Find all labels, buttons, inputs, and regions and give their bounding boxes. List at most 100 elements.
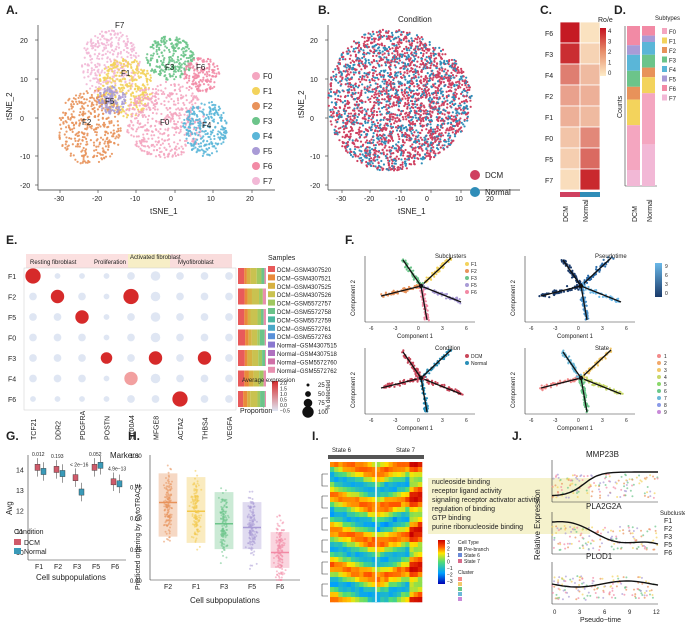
heatmap-cell xyxy=(405,542,410,548)
legend-title: Samples xyxy=(268,255,296,262)
trajectory-cell xyxy=(434,380,437,384)
cell-point xyxy=(281,571,284,574)
cell-point xyxy=(557,582,560,585)
cell-point xyxy=(170,485,173,488)
cell-point xyxy=(558,596,561,599)
cell-point xyxy=(195,523,198,526)
cell-point xyxy=(167,509,170,512)
cell-point xyxy=(609,537,612,540)
cell-point xyxy=(583,597,586,600)
cell-point xyxy=(651,594,654,597)
heatmap-cell xyxy=(380,527,385,533)
heatmap-cell xyxy=(388,597,394,603)
heatmap-cell xyxy=(396,517,402,523)
trajectory-cell xyxy=(416,277,420,280)
legend-swatch xyxy=(458,587,462,591)
heatmap-cell xyxy=(363,472,368,478)
x-axis-label: Cell subpopulations xyxy=(190,596,260,605)
heatmap-cell xyxy=(350,507,356,513)
cell-point xyxy=(555,525,558,528)
cell-point xyxy=(553,580,556,583)
trajectory-cell xyxy=(538,295,541,298)
heatmap-cell xyxy=(413,597,419,603)
cell-point xyxy=(553,538,556,541)
cell-point xyxy=(276,528,279,531)
heatmap-cell xyxy=(363,572,368,578)
scale-tick: 3 xyxy=(608,40,612,46)
cell-point xyxy=(165,514,168,517)
heatmap-cell xyxy=(384,497,389,503)
cell-point xyxy=(251,497,254,500)
proportion-segment xyxy=(253,370,260,387)
heatmap-cell xyxy=(342,507,348,513)
trajectory-cell xyxy=(549,386,553,389)
trajectory-branch xyxy=(562,259,582,287)
heatmap-cell xyxy=(380,532,385,538)
heatmap-cell xyxy=(392,542,398,548)
heatmap-cell xyxy=(330,532,335,538)
cell-point xyxy=(556,486,559,489)
x-tick: 0 xyxy=(553,610,557,616)
cell-point xyxy=(196,500,199,503)
heatmap-cell xyxy=(384,592,389,598)
cell-point xyxy=(222,554,225,557)
expression-dot xyxy=(150,271,161,281)
proportion-segment xyxy=(245,329,249,346)
proportion-segment xyxy=(243,391,248,407)
cell-point xyxy=(558,548,561,551)
trajectory-cell xyxy=(583,296,587,299)
cell-point xyxy=(616,547,619,550)
legend-label: DCM xyxy=(485,171,504,180)
cell-point xyxy=(646,491,649,494)
heatmap-cell xyxy=(367,517,373,523)
heatmap-cell xyxy=(384,587,389,593)
legend-label: 6 xyxy=(664,389,667,395)
legend-dot xyxy=(252,177,260,185)
trajectory-branch xyxy=(562,351,582,379)
cell-point xyxy=(634,593,637,596)
trajectory-branch xyxy=(580,257,612,287)
heatmap-cell xyxy=(413,512,419,518)
cell-point xyxy=(643,594,646,597)
cell-point xyxy=(196,530,199,533)
trajectory-cell xyxy=(597,385,600,388)
marker-label: VEGFA xyxy=(227,416,234,440)
heatmap-cell xyxy=(401,537,406,543)
heatmap-cell xyxy=(342,587,348,593)
proportion-segment xyxy=(251,288,260,305)
heatmap-cell xyxy=(346,547,352,553)
heatmap-cell xyxy=(350,587,356,593)
stacked-bar-segment xyxy=(642,77,655,94)
x-tick: 20 xyxy=(486,196,494,203)
expression-dot xyxy=(30,396,36,402)
heatmap-cell xyxy=(363,462,368,468)
p-value: 0.052 xyxy=(89,452,102,458)
heatmap-cell xyxy=(405,517,410,523)
heatmap-cell xyxy=(355,592,360,598)
box xyxy=(116,480,123,488)
heatmap-cell xyxy=(405,532,410,538)
heatmap-cell xyxy=(392,552,398,558)
proportion-segment xyxy=(250,391,258,407)
trajectory-cell xyxy=(582,371,586,374)
heatmap-cell xyxy=(409,592,414,598)
cell-point xyxy=(219,562,222,565)
cell-point xyxy=(169,488,172,491)
cell-point xyxy=(190,535,193,538)
heatmap-cell xyxy=(405,547,410,553)
heatmap-cell xyxy=(413,557,419,563)
cell-point xyxy=(610,545,613,548)
heatmap-cell xyxy=(363,542,368,548)
heatmap-cell xyxy=(392,547,398,553)
heatmap-cell xyxy=(342,527,348,533)
cell-point xyxy=(637,545,640,548)
heatmap-cell xyxy=(330,597,335,603)
cell-point xyxy=(643,596,646,599)
cell-point xyxy=(576,575,579,578)
heatmap-cell xyxy=(380,577,385,583)
cell-point xyxy=(567,595,570,598)
legend-swatch xyxy=(458,592,462,596)
cell-point xyxy=(586,492,589,495)
proportion-segment xyxy=(238,370,245,387)
heatmap-cell xyxy=(346,537,352,543)
